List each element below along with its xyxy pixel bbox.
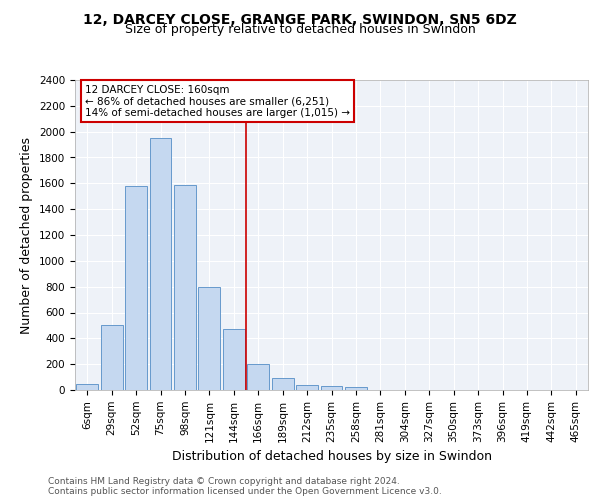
Bar [247, 364, 269, 390]
Bar [296, 385, 318, 390]
X-axis label: Distribution of detached houses by size in Swindon: Distribution of detached houses by size … [172, 450, 491, 463]
Text: Size of property relative to detached houses in Swindon: Size of property relative to detached ho… [125, 22, 475, 36]
Bar [76, 384, 98, 390]
Text: Contains HM Land Registry data © Crown copyright and database right 2024.: Contains HM Land Registry data © Crown c… [48, 478, 400, 486]
Bar [272, 378, 293, 390]
Bar [174, 184, 196, 390]
Bar [101, 326, 122, 390]
Text: Contains public sector information licensed under the Open Government Licence v3: Contains public sector information licen… [48, 488, 442, 496]
Text: 12, DARCEY CLOSE, GRANGE PARK, SWINDON, SN5 6DZ: 12, DARCEY CLOSE, GRANGE PARK, SWINDON, … [83, 12, 517, 26]
Bar [149, 138, 172, 390]
Y-axis label: Number of detached properties: Number of detached properties [20, 136, 34, 334]
Bar [125, 186, 147, 390]
Bar [223, 328, 245, 390]
Text: 12 DARCEY CLOSE: 160sqm
← 86% of detached houses are smaller (6,251)
14% of semi: 12 DARCEY CLOSE: 160sqm ← 86% of detache… [85, 84, 350, 118]
Bar [320, 386, 343, 390]
Bar [199, 286, 220, 390]
Bar [345, 388, 367, 390]
